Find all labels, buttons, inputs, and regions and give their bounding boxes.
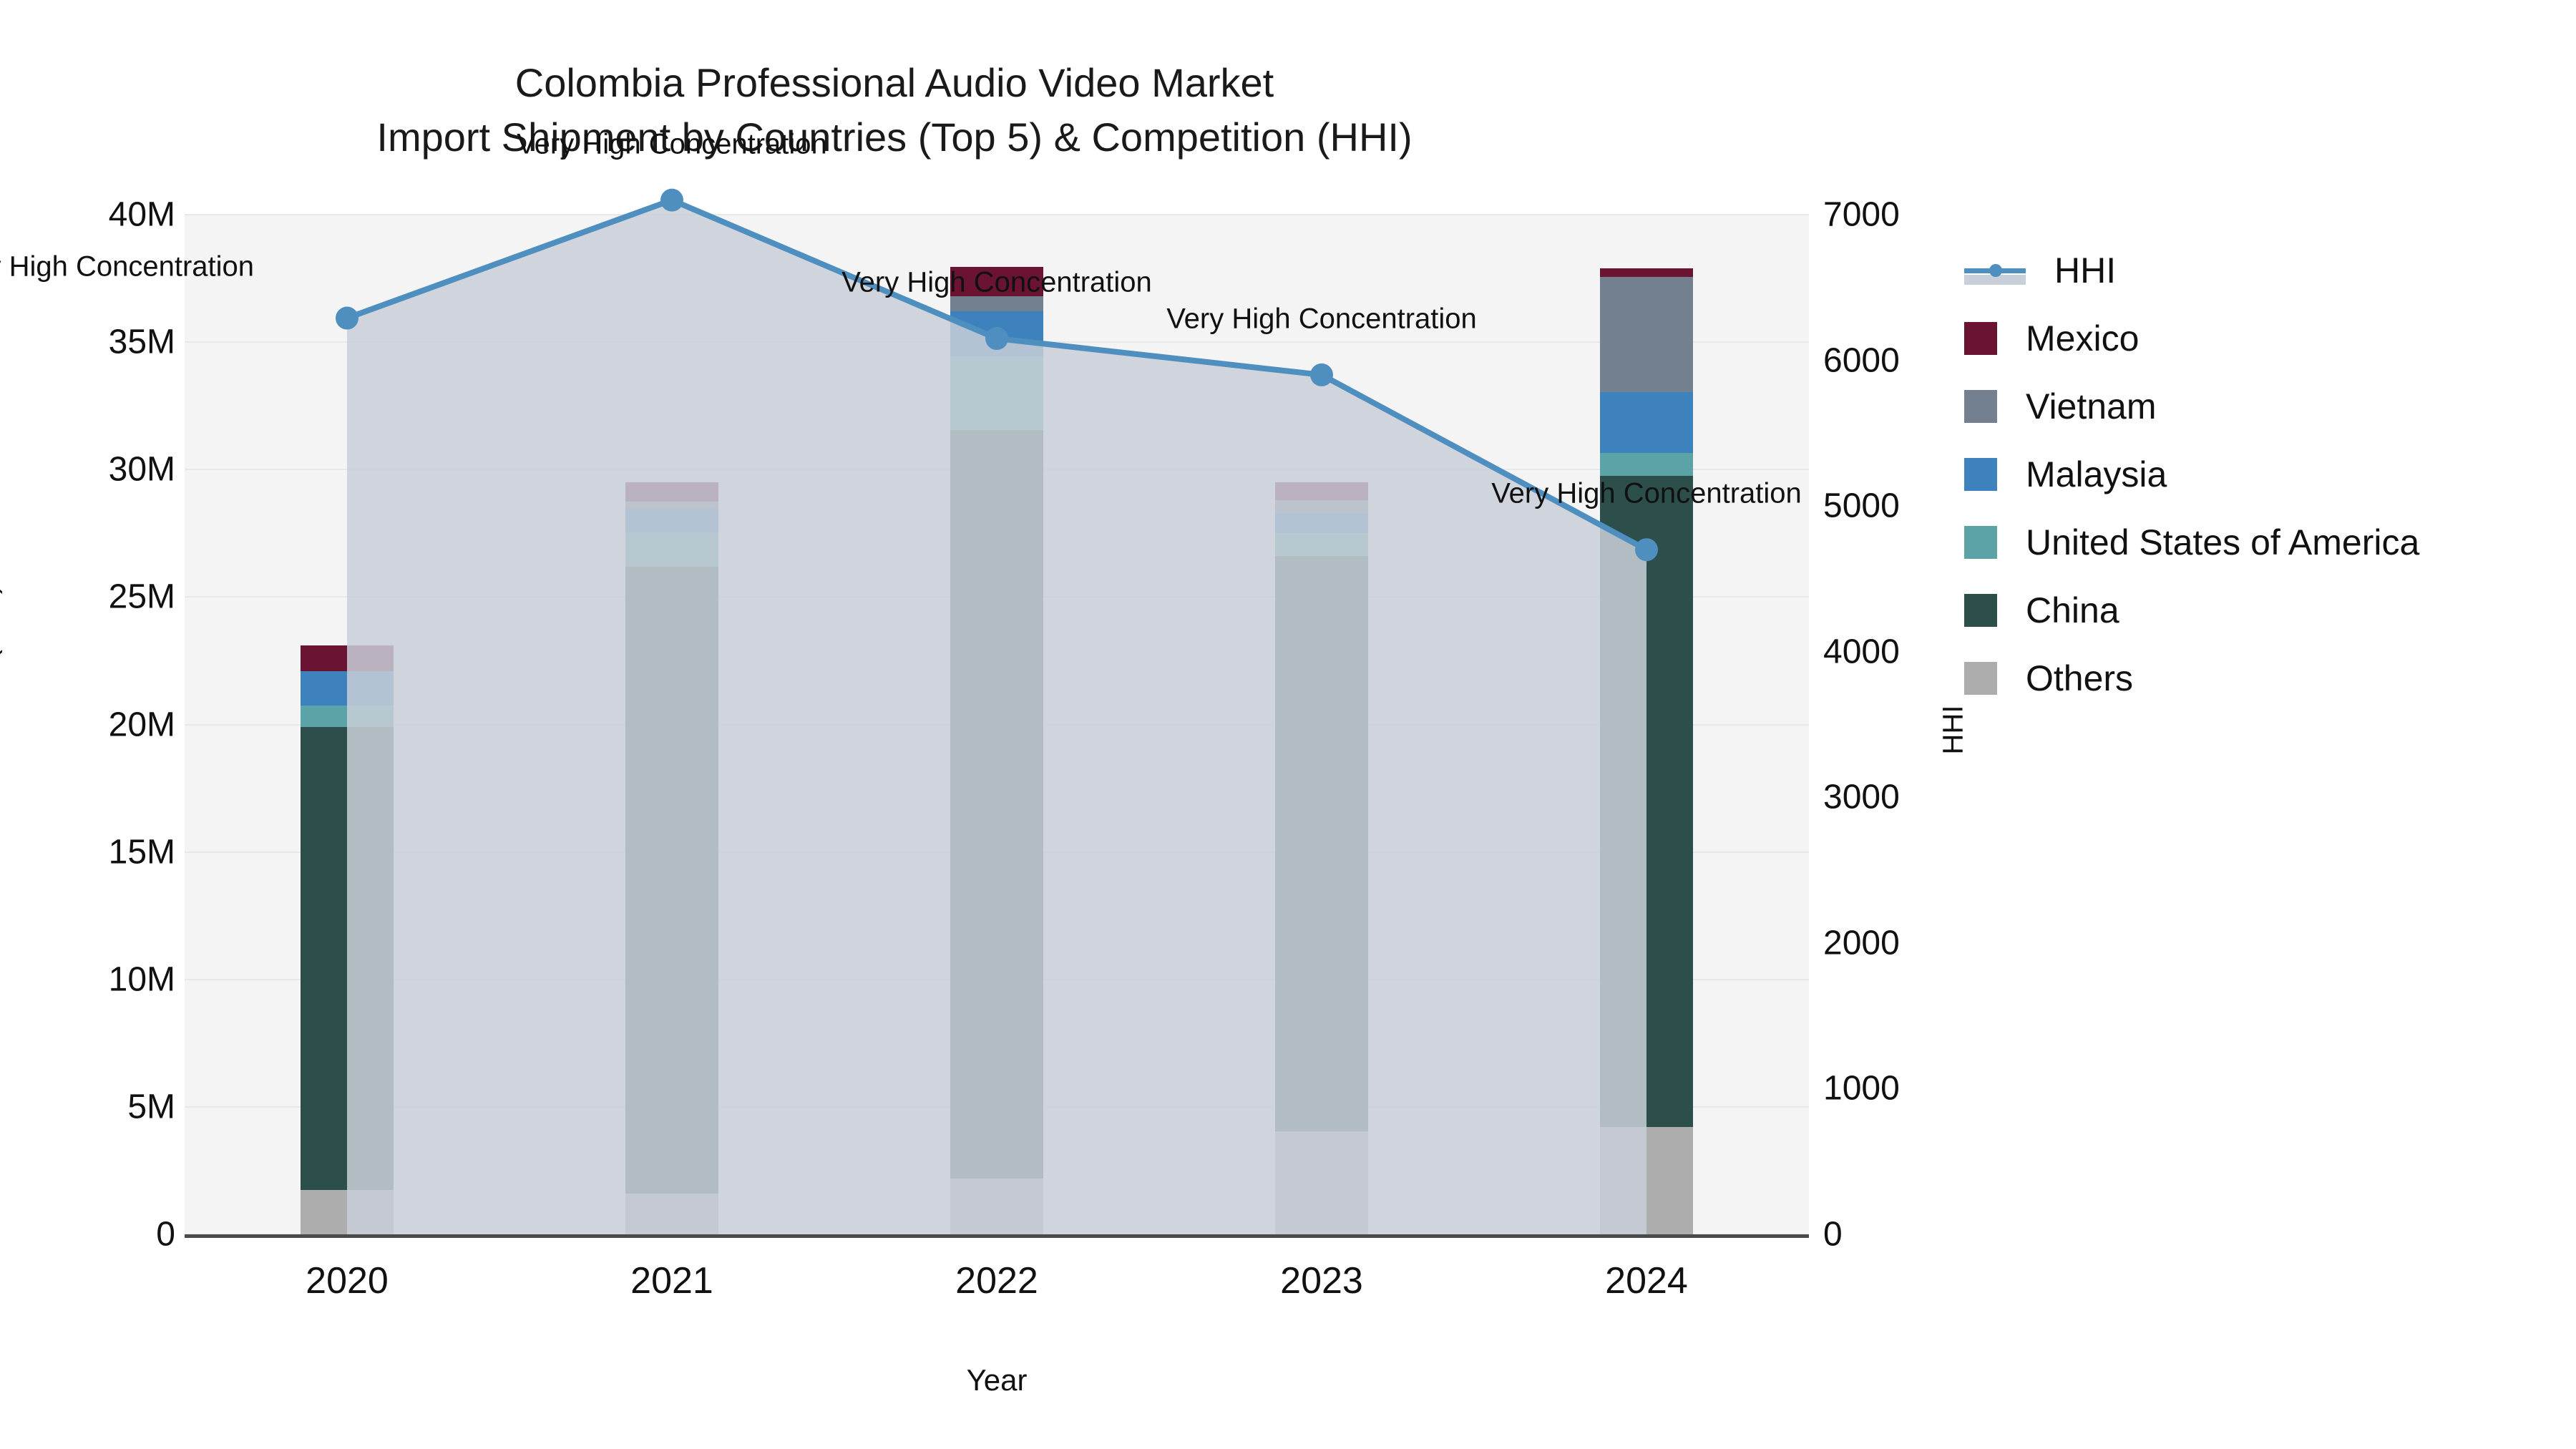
y2-tick-label: 7000 xyxy=(1823,195,1900,234)
annotation-label: Very High Concentration xyxy=(1166,303,1477,335)
hhi-data-point[interactable] xyxy=(1635,538,1658,562)
legend-label: Vietnam xyxy=(2026,386,2157,426)
chart-title-line1: Colombia Professional Audio Video Market xyxy=(514,60,1274,105)
y-tick-label: 30M xyxy=(108,450,175,489)
legend-item-hhi[interactable]: HHI xyxy=(1964,236,2419,304)
y-tick-label: 40M xyxy=(108,195,175,234)
y2-tick-label: 4000 xyxy=(1823,633,1900,671)
y2-tick-label: 3000 xyxy=(1823,778,1900,816)
annotation-label: Very High Concentration xyxy=(841,266,1152,298)
legend-label: Malaysia xyxy=(2026,454,2167,494)
y-axis-right-title: HHI xyxy=(1937,705,1969,755)
legend-item-others[interactable]: Others xyxy=(1964,644,2419,712)
y-tick-label: 0 xyxy=(156,1215,175,1254)
y-tick-label: 10M xyxy=(108,960,175,999)
legend-item-vietnam[interactable]: Vietnam xyxy=(1964,372,2419,440)
legend-color-swatch xyxy=(1964,593,1997,627)
chart-title-line2: Import Shipment by Countries (Top 5) & C… xyxy=(376,114,1413,160)
annotation-label: Very High Concentration xyxy=(0,250,254,283)
legend-item-mexico[interactable]: Mexico xyxy=(1964,304,2419,372)
legend-label: Mexico xyxy=(2026,318,2140,358)
bar-segment-malaysia[interactable] xyxy=(1600,391,1693,454)
y-tick-label: 35M xyxy=(108,323,175,361)
x-tick-label: 2022 xyxy=(955,1260,1038,1302)
legend-label: HHI xyxy=(2054,250,2117,291)
x-tick-label: 2024 xyxy=(1605,1260,1688,1302)
legend-line-marker xyxy=(1964,254,2026,287)
y2-tick-label: 0 xyxy=(1823,1215,1843,1254)
y-axis-left-title: TRADE VALUE (US$) xyxy=(0,584,3,864)
y-axis-left-labels: 40M 35M 30M 25M 20M 15M 10M 5M 0 xyxy=(0,0,175,1449)
legend-item-malaysia[interactable]: Malaysia xyxy=(1964,440,2419,508)
legend-label: China xyxy=(2026,590,2119,630)
legend-label: United States of America xyxy=(2026,522,2420,562)
y2-tick-label: 6000 xyxy=(1823,341,1900,380)
legend-color-swatch xyxy=(1964,389,1997,423)
gridline xyxy=(185,214,1809,215)
legend: HHI Mexico Vietnam Malaysia United States of… xyxy=(1964,236,2419,712)
hhi-data-point[interactable] xyxy=(336,306,358,330)
y-tick-label: 25M xyxy=(108,577,175,616)
legend-color-swatch xyxy=(1964,661,1997,695)
hhi-line-overlay xyxy=(336,188,1658,1235)
legend-item-united-states-of-america[interactable]: United States of America xyxy=(1964,508,2419,576)
x-axis-title: Year xyxy=(966,1363,1028,1397)
y2-tick-label: 5000 xyxy=(1823,487,1900,525)
y-tick-label: 5M xyxy=(127,1088,175,1126)
annotation-label: Very High Concentration xyxy=(517,128,827,160)
hhi-area-fill xyxy=(347,200,1646,1235)
bar-segment-united-states-of-america[interactable] xyxy=(1600,453,1693,477)
y-tick-label: 20M xyxy=(108,706,175,743)
bar-segment-vietnam[interactable] xyxy=(1600,277,1693,392)
y2-tick-label: 1000 xyxy=(1823,1069,1900,1108)
hhi-data-point[interactable] xyxy=(1310,363,1333,386)
x-tick-label: 2023 xyxy=(1280,1260,1363,1302)
legend-item-china[interactable]: China xyxy=(1964,576,2419,644)
annotation-label: Very High Concentration xyxy=(1491,477,1802,509)
y-axis-right-labels: 7000 6000 5000 4000 3000 2000 1000 0 xyxy=(1823,0,2009,1449)
y-tick-label: 15M xyxy=(108,833,175,872)
bar-segment-mexico[interactable] xyxy=(950,267,1043,296)
legend-color-swatch xyxy=(1964,321,1997,355)
legend-color-swatch xyxy=(1964,457,1997,491)
legend-color-swatch xyxy=(1964,525,1997,559)
bar-segment-vietnam[interactable] xyxy=(950,296,1043,312)
x-tick-label: 2021 xyxy=(630,1260,713,1302)
hhi-data-point[interactable] xyxy=(660,188,683,212)
x-tick-label: 2020 xyxy=(306,1260,389,1302)
y2-tick-label: 2000 xyxy=(1823,924,1900,962)
chart-title: Colombia Professional Audio Video Market… xyxy=(0,56,1789,165)
legend-label: Others xyxy=(2026,658,2134,698)
x-axis-line xyxy=(185,1234,1809,1238)
bar-segment-mexico[interactable] xyxy=(1600,268,1693,278)
hhi-data-point[interactable] xyxy=(985,327,1008,351)
